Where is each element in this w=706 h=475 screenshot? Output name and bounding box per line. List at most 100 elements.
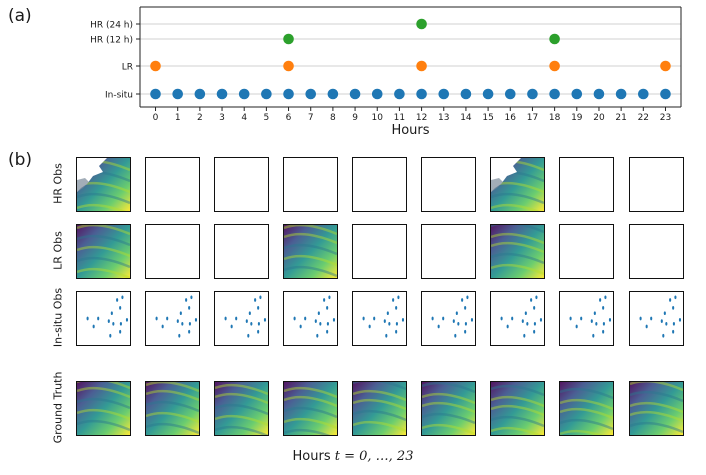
point-in-situ <box>482 88 494 100</box>
point-lr <box>660 60 671 72</box>
x-tick-label: 15 <box>482 113 493 123</box>
point-hr-12-h- <box>283 33 294 45</box>
caption-prefix: Hours <box>292 449 331 464</box>
tile-lr-obs-blank <box>629 224 684 279</box>
point-in-situ <box>504 88 516 100</box>
point-in-situ <box>261 88 272 100</box>
point-lr <box>150 60 161 72</box>
tile-hr-obs-blank <box>214 157 269 212</box>
x-tick-label: 4 <box>241 113 247 123</box>
tile-hr-obs-blank <box>559 157 614 212</box>
x-tick-label: 8 <box>330 113 336 123</box>
x-tick-label: 3 <box>219 113 225 123</box>
tile-lr-obs-blank <box>145 224 200 279</box>
tile-hr-obs-blank <box>283 157 338 212</box>
point-in-situ <box>371 88 383 100</box>
x-tick-label: 13 <box>438 113 449 123</box>
point-in-situ <box>549 88 560 100</box>
x-tick-label: 6 <box>286 113 292 123</box>
x-tick-label: 2 <box>197 113 203 123</box>
x-tick-label: 19 <box>571 113 583 123</box>
point-hr-24-h- <box>416 18 427 30</box>
x-tick-label: 0 <box>153 113 159 123</box>
tile-hr-obs-blank <box>145 157 200 212</box>
point-in-situ <box>527 88 538 100</box>
point-in-situ <box>615 88 627 100</box>
tile-lr-obs-blank <box>559 224 614 279</box>
tile-ground-truth-field <box>559 381 614 436</box>
x-tick-label: 11 <box>394 113 405 123</box>
point-in-situ <box>660 88 671 100</box>
point-in-situ <box>216 88 228 100</box>
tile-ground-truth-field <box>352 381 407 436</box>
tile-in-situ-obs-dots <box>421 291 476 346</box>
tile-in-situ-obs-dots <box>490 291 545 346</box>
point-in-situ <box>150 88 161 100</box>
point-lr <box>416 60 427 72</box>
x-tick-label: 21 <box>615 113 626 123</box>
tile-in-situ-obs-dots <box>145 291 200 346</box>
x-tick-label: 17 <box>527 113 538 123</box>
y-tick-label: HR (12 h) <box>90 36 133 46</box>
panel-label-b: (b) <box>8 150 33 170</box>
caption-math: t = 0, …, 23 <box>334 449 414 464</box>
point-in-situ <box>438 88 450 100</box>
point-lr <box>549 60 560 72</box>
x-tick-label: 5 <box>264 113 270 123</box>
point-in-situ <box>394 88 405 100</box>
row-label-in-situ-obs: In-situ Obs <box>51 287 65 348</box>
tile-lr-obs-field <box>490 224 545 279</box>
tile-lr-obs-blank <box>421 224 476 279</box>
point-in-situ <box>172 88 183 100</box>
point-lr <box>283 60 294 72</box>
x-tick-label: 12 <box>416 113 427 123</box>
tile-hr-obs-coast <box>490 157 545 212</box>
y-tick-label: LR <box>122 63 133 73</box>
tile-in-situ-obs-dots <box>352 291 407 346</box>
x-tick-label: 9 <box>352 113 358 123</box>
tile-hr-obs-coast <box>76 157 131 212</box>
point-in-situ <box>238 88 250 100</box>
x-tick-label: 22 <box>638 113 649 123</box>
tile-lr-obs-blank <box>214 224 269 279</box>
tile-lr-obs-blank <box>352 224 407 279</box>
row-label-ground-truth: Ground Truth <box>51 371 65 444</box>
point-in-situ <box>305 88 317 100</box>
point-in-situ <box>327 88 339 100</box>
point-in-situ <box>638 88 649 100</box>
tile-hr-obs-blank <box>629 157 684 212</box>
point-hr-12-h- <box>549 33 560 45</box>
tile-in-situ-obs-dots <box>559 291 614 346</box>
panel-label-a: (a) <box>8 6 32 26</box>
point-in-situ <box>194 88 206 100</box>
x-axis-title: Hours <box>391 123 429 138</box>
tile-ground-truth-field <box>76 381 131 436</box>
x-tick-label: 20 <box>593 113 605 123</box>
point-in-situ <box>460 88 472 100</box>
point-in-situ <box>349 88 361 100</box>
point-in-situ <box>593 88 605 100</box>
tile-in-situ-obs-dots <box>214 291 269 346</box>
y-tick-label: In-situ <box>105 91 133 101</box>
tile-ground-truth-field <box>629 381 684 436</box>
tile-in-situ-obs-dots <box>629 291 684 346</box>
tile-in-situ-obs-dots <box>283 291 338 346</box>
x-tick-label: 1 <box>175 113 181 123</box>
x-tick-label: 14 <box>460 113 472 123</box>
tile-ground-truth-field <box>214 381 269 436</box>
tile-ground-truth-field <box>145 381 200 436</box>
tile-lr-obs-field <box>283 224 338 279</box>
tile-lr-obs-field <box>76 224 131 279</box>
point-in-situ <box>571 88 583 100</box>
tile-ground-truth-field <box>283 381 338 436</box>
x-tick-label: 10 <box>372 113 384 123</box>
tile-ground-truth-field <box>421 381 476 436</box>
x-tick-label: 23 <box>660 113 671 123</box>
point-in-situ <box>416 88 427 100</box>
tile-hr-obs-blank <box>352 157 407 212</box>
x-tick-label: 18 <box>549 113 561 123</box>
tile-in-situ-obs-dots <box>76 291 131 346</box>
panel-b-caption: Hours t = 0, …, 23 <box>0 449 706 464</box>
point-in-situ <box>283 88 294 100</box>
